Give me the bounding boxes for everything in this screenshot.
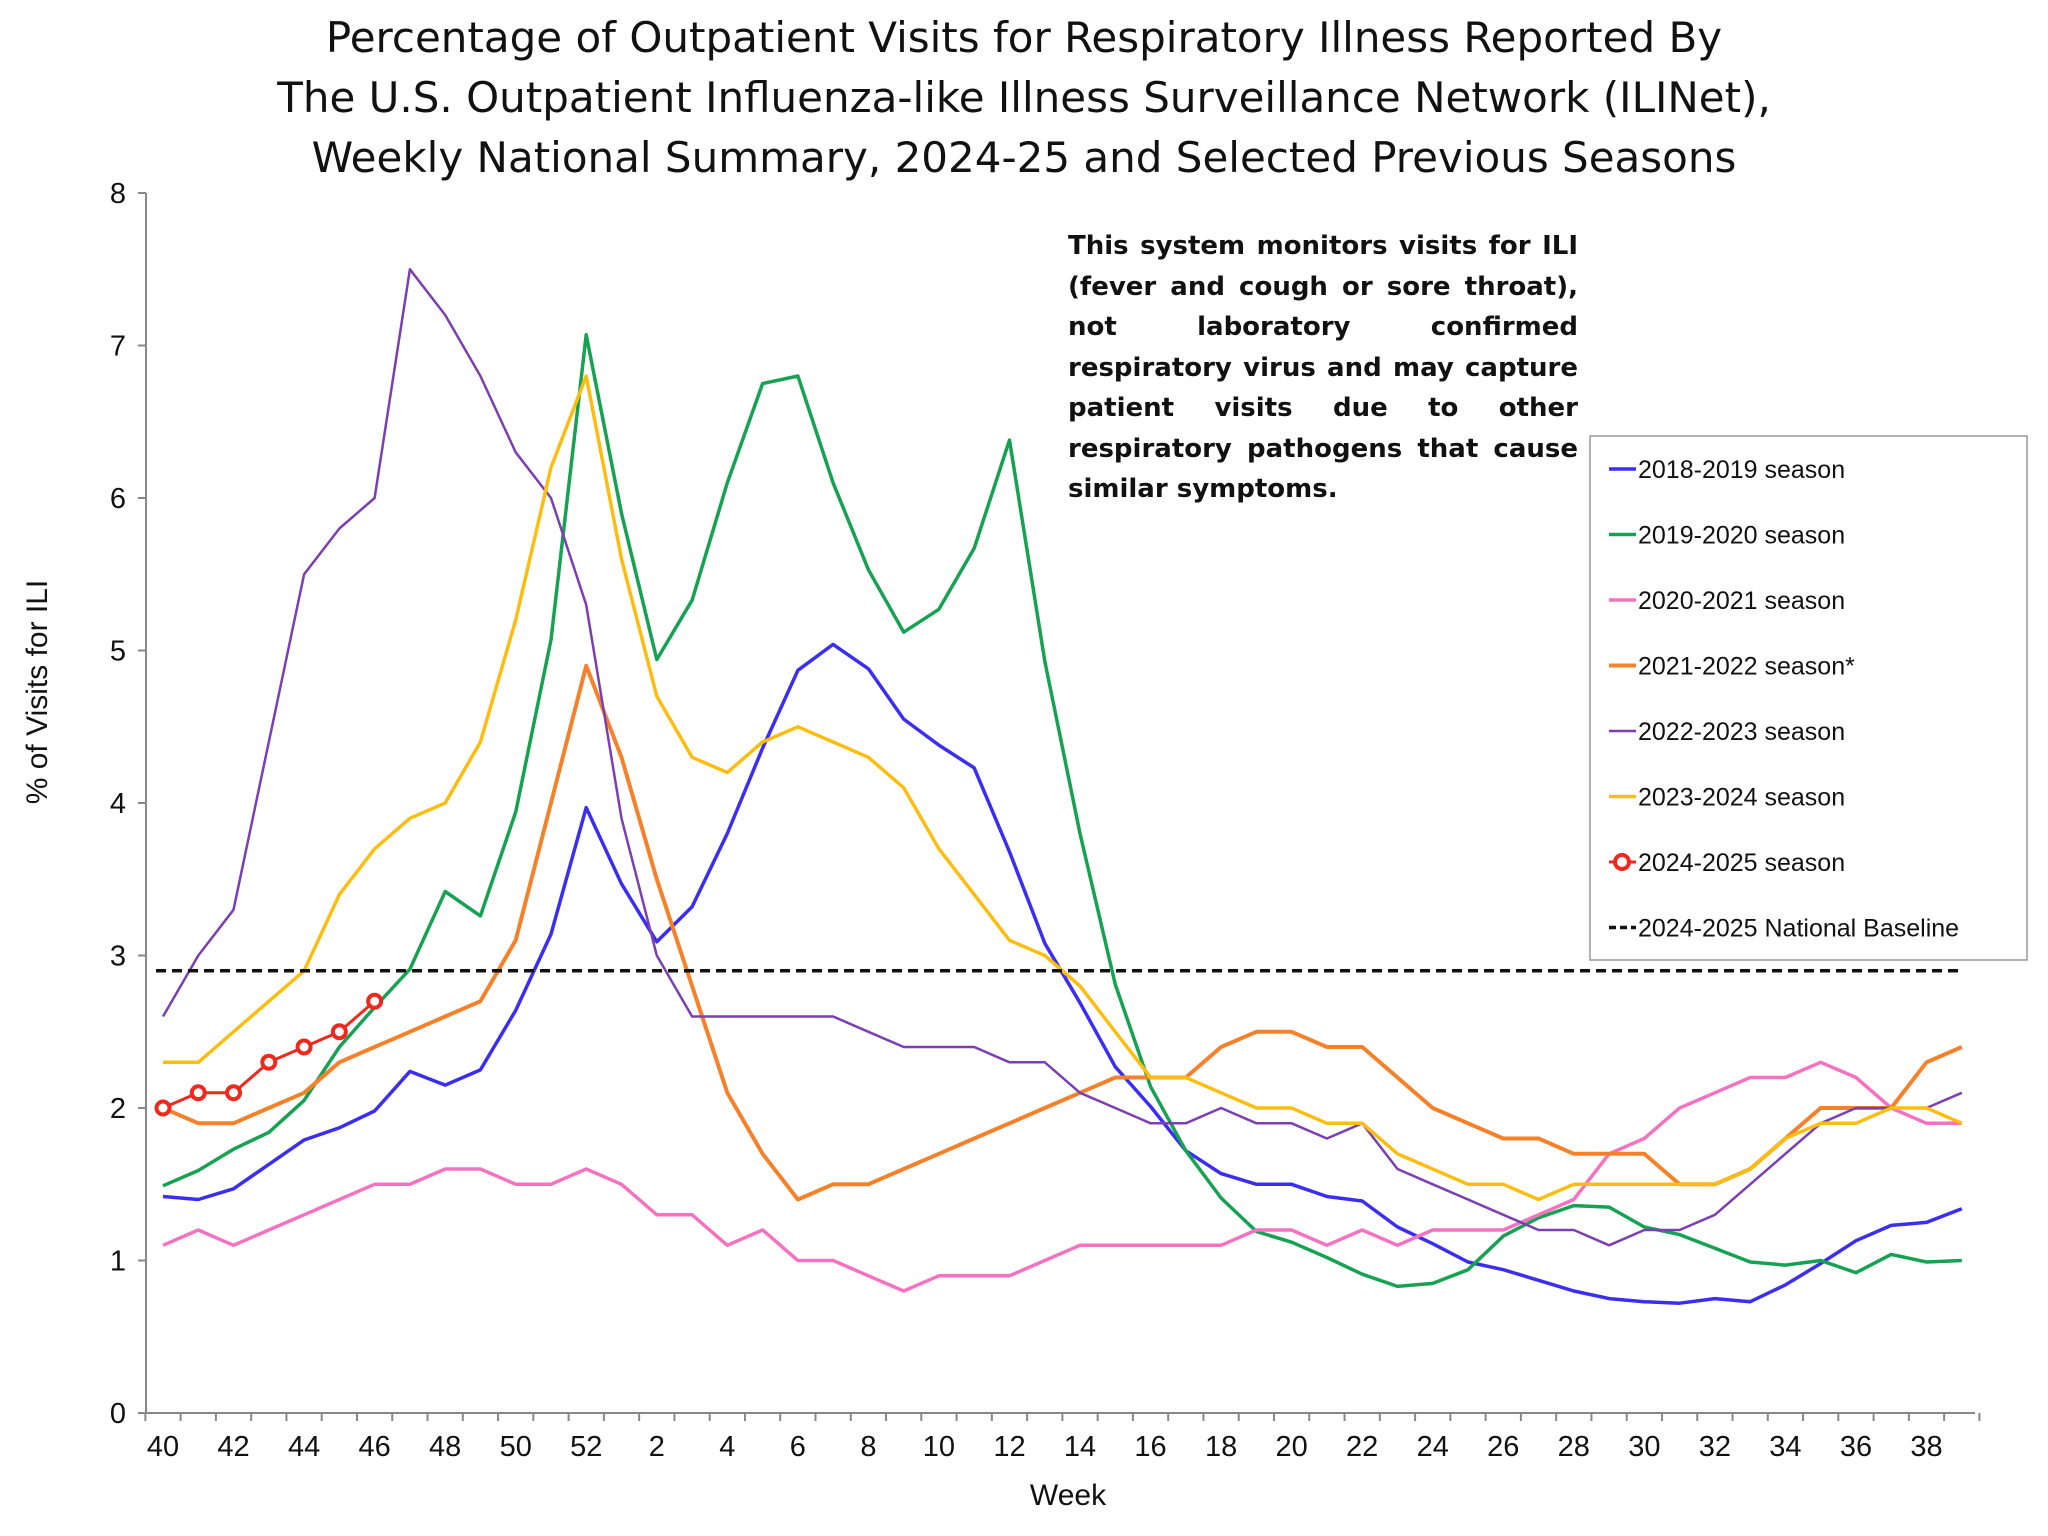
y-tick-label: 4 (110, 788, 126, 820)
x-tick-label: 52 (570, 1431, 602, 1463)
x-axis-label: Week (1030, 1479, 1107, 1512)
y-tick-label: 5 (110, 636, 126, 668)
chart-title-line-2: The U.S. Outpatient Influenza-like Illne… (277, 73, 1771, 122)
x-tick-label: 30 (1628, 1431, 1660, 1463)
x-tick-label: 22 (1346, 1431, 1378, 1463)
x-tick-label: 12 (993, 1431, 1025, 1463)
data-point (295, 1038, 313, 1056)
chart-annotation: This system monitors visits for ILI (fev… (1068, 231, 1578, 504)
y-tick-label: 7 (110, 331, 126, 363)
x-tick-label: 26 (1487, 1431, 1519, 1463)
chart-title-line-1: Percentage of Outpatient Visits for Resp… (325, 13, 1723, 62)
series-line (163, 374, 1963, 1202)
x-tick-label: 14 (1064, 1431, 1096, 1463)
legend-item: 2021-2022 season* (1609, 653, 1855, 681)
legend-marker (1613, 853, 1631, 871)
legend-label: 2024-2025 season (1638, 849, 1845, 877)
y-tick-label: 6 (110, 483, 126, 515)
data-point (189, 1084, 207, 1102)
series-2021-2022-season- (162, 663, 1963, 1202)
legend-item: 2023-2024 season (1609, 784, 1845, 812)
x-tick-label: 6 (790, 1431, 806, 1463)
data-point (366, 992, 384, 1010)
chart-title-line-3: Weekly National Summary, 2024-25 and Sel… (311, 133, 1737, 182)
legend-label: 2018-2019 season (1638, 456, 1845, 484)
legend-item: 2024-2025 National Baseline (1609, 915, 1959, 943)
chart-title: Percentage of Outpatient Visits for Resp… (0, 8, 2048, 188)
x-tick-label: 40 (147, 1431, 179, 1463)
legend-item: 2024-2025 season (1609, 849, 1845, 877)
x-tick-label: 46 (358, 1431, 390, 1463)
series-line (162, 663, 1963, 1202)
x-tick-label: 4 (719, 1431, 735, 1463)
x-tick-label: 24 (1417, 1431, 1449, 1463)
x-tick-label: 36 (1840, 1431, 1872, 1463)
series-2023-2024-season (163, 374, 1963, 1202)
y-tick-label: 8 (110, 178, 126, 210)
y-tick-label: 2 (110, 1093, 126, 1125)
legend-label: 2023-2024 season (1638, 784, 1845, 812)
series-line (161, 268, 1963, 1247)
series-2024-2025-season (154, 992, 384, 1117)
data-point (260, 1053, 278, 1071)
y-tick-label: 3 (110, 941, 126, 973)
x-tick-label: 20 (1276, 1431, 1308, 1463)
x-tick-label: 50 (500, 1431, 532, 1463)
x-tick-label: 28 (1558, 1431, 1590, 1463)
legend-box (1589, 435, 2028, 961)
legend-label: 2022-2023 season (1638, 718, 1845, 746)
x-tick-label: 44 (288, 1431, 320, 1463)
legend-item: 2022-2023 season (1609, 718, 1845, 746)
x-tick-label: 48 (429, 1431, 461, 1463)
legend-item: 2019-2020 season (1609, 522, 1845, 550)
legend-label: 2021-2022 season* (1638, 653, 1855, 681)
x-tick-label: 32 (1699, 1431, 1731, 1463)
data-point (330, 1023, 348, 1041)
x-tick-label: 2 (649, 1431, 665, 1463)
legend-label: 2024-2025 National Baseline (1638, 915, 1959, 943)
x-tick-label: 34 (1769, 1431, 1801, 1463)
x-tick-label: 10 (923, 1431, 955, 1463)
legend-label: 2020-2021 season (1638, 587, 1845, 615)
legend-item: 2020-2021 season (1609, 587, 1845, 615)
series-2022-2023-season (161, 268, 1963, 1247)
y-axis-label: % of Visits for ILI (21, 580, 54, 805)
x-tick-label: 18 (1205, 1431, 1237, 1463)
series-line (162, 1060, 1962, 1293)
y-tick-label: 1 (110, 1246, 126, 1278)
x-tick-label: 38 (1910, 1431, 1942, 1463)
series-2020-2021-season (162, 1060, 1962, 1293)
x-tick-label: 42 (217, 1431, 249, 1463)
x-tick-label: 8 (860, 1431, 876, 1463)
x-tick-label: 16 (1134, 1431, 1166, 1463)
data-point (154, 1099, 172, 1117)
legend-item: 2018-2019 season (1609, 456, 1845, 484)
data-point (225, 1084, 243, 1102)
legend-label: 2019-2020 season (1638, 522, 1845, 550)
y-tick-label: 0 (110, 1398, 126, 1430)
